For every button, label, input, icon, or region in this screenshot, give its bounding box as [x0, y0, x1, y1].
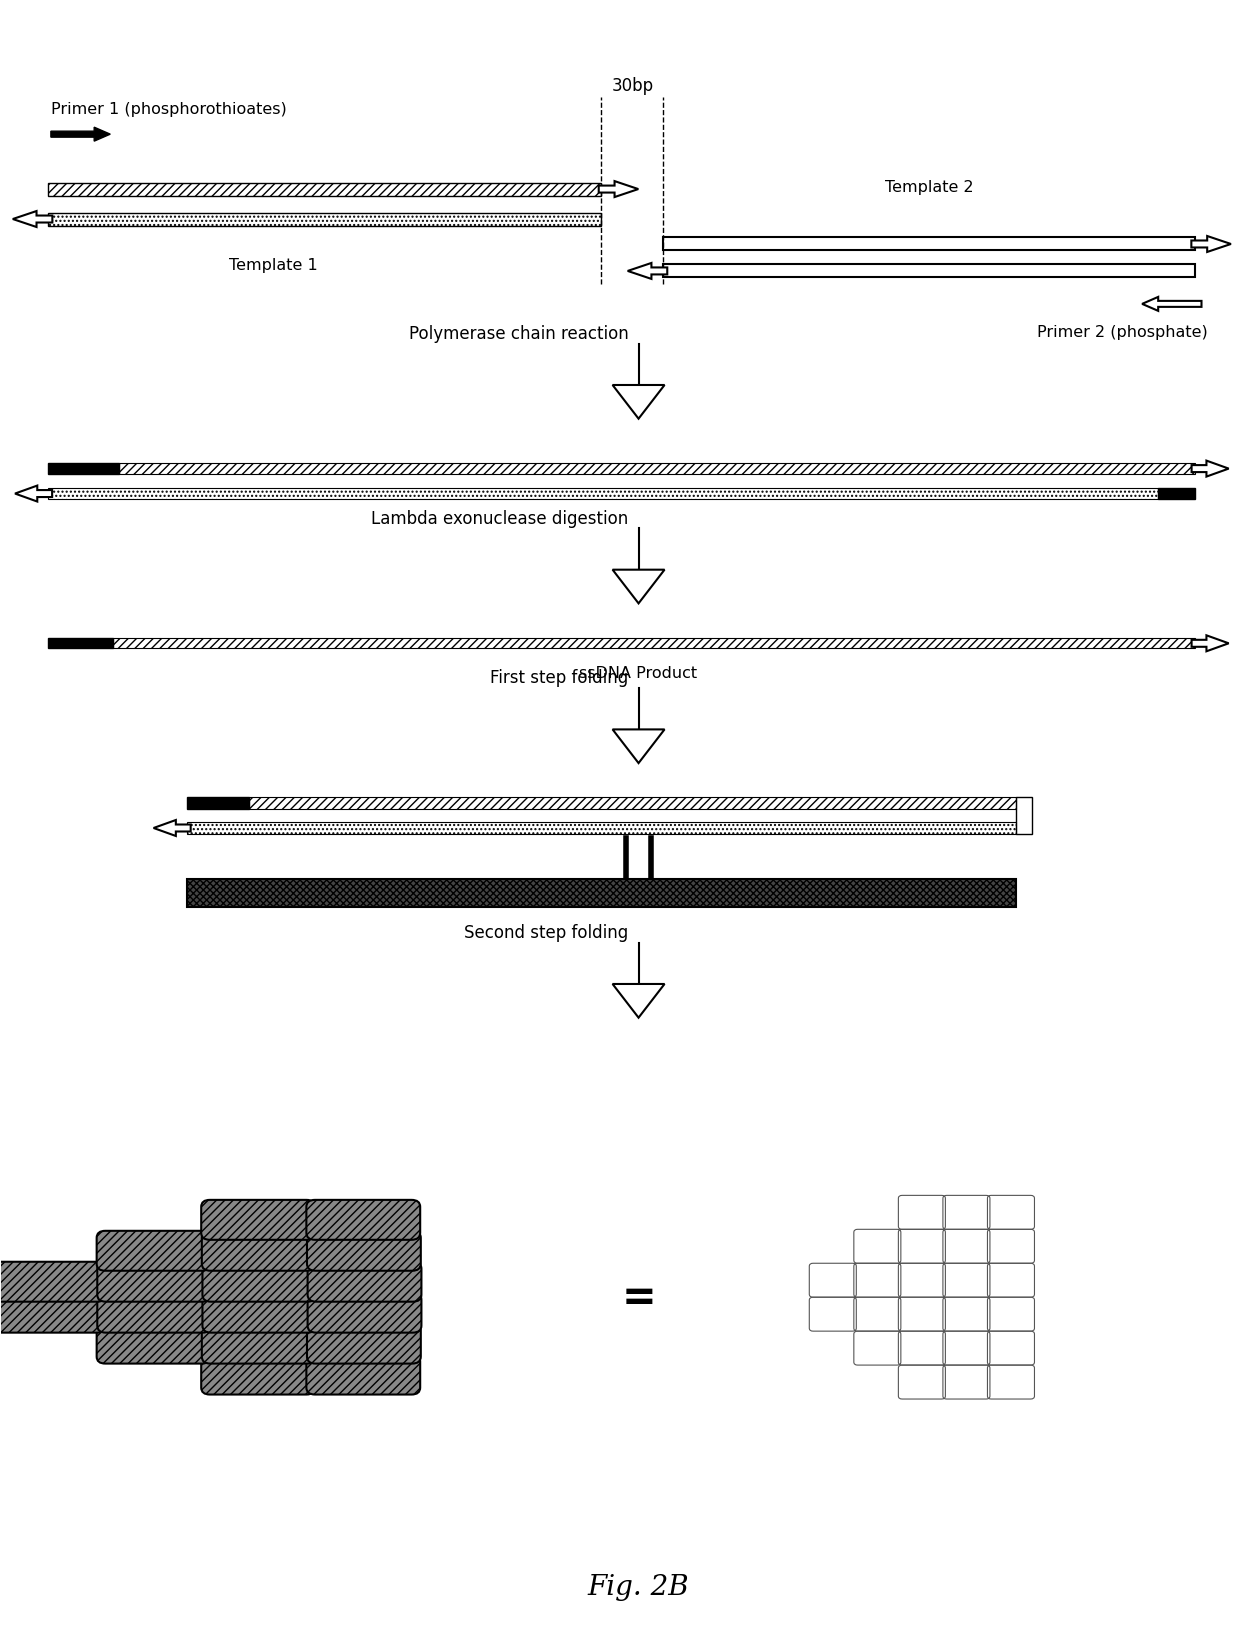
Bar [187, 822, 1016, 834]
FancyBboxPatch shape [202, 1262, 316, 1302]
Bar [187, 798, 249, 809]
FancyArrow shape [12, 213, 52, 227]
FancyBboxPatch shape [202, 1294, 316, 1333]
Bar [663, 239, 1195, 250]
FancyBboxPatch shape [97, 1262, 211, 1302]
FancyBboxPatch shape [202, 1231, 316, 1271]
FancyBboxPatch shape [202, 1323, 316, 1365]
Text: Fig. 2B: Fig. 2B [588, 1574, 689, 1600]
Text: Second step folding: Second step folding [465, 923, 629, 941]
Text: Template 2: Template 2 [885, 180, 973, 194]
FancyArrow shape [599, 181, 639, 198]
FancyBboxPatch shape [97, 1231, 211, 1271]
Bar [48, 488, 1158, 499]
FancyArrow shape [15, 486, 52, 503]
Text: Polymerase chain reaction: Polymerase chain reaction [409, 325, 629, 343]
FancyBboxPatch shape [306, 1200, 420, 1239]
FancyArrow shape [613, 386, 665, 420]
Bar [48, 639, 113, 649]
FancyArrow shape [51, 129, 110, 142]
FancyBboxPatch shape [308, 1262, 422, 1302]
Bar [48, 463, 119, 475]
FancyBboxPatch shape [306, 1355, 420, 1394]
Bar [663, 265, 1195, 279]
FancyArrow shape [1192, 461, 1229, 478]
Text: =: = [621, 1277, 656, 1318]
FancyArrow shape [154, 821, 191, 837]
FancyBboxPatch shape [0, 1262, 105, 1302]
FancyBboxPatch shape [201, 1355, 315, 1394]
Text: 30bp: 30bp [611, 77, 653, 96]
FancyArrow shape [613, 730, 665, 763]
FancyArrow shape [1192, 636, 1229, 653]
Text: ssDNA Product: ssDNA Product [579, 666, 698, 681]
FancyBboxPatch shape [97, 1323, 211, 1365]
Bar [119, 463, 1195, 475]
Text: Primer 1 (phosphorothioates): Primer 1 (phosphorothioates) [51, 102, 286, 117]
Bar [1016, 798, 1032, 834]
FancyArrow shape [1192, 237, 1231, 252]
Bar [48, 183, 601, 196]
FancyBboxPatch shape [308, 1294, 422, 1333]
Text: Primer 2 (phosphate): Primer 2 (phosphate) [1037, 325, 1208, 339]
FancyArrow shape [613, 984, 665, 1018]
Text: Lambda exonuclease digestion: Lambda exonuclease digestion [372, 509, 629, 527]
FancyBboxPatch shape [308, 1323, 420, 1365]
Bar [187, 880, 1016, 908]
Text: Template 1: Template 1 [229, 257, 317, 274]
Bar [48, 213, 601, 226]
Bar [1158, 488, 1195, 499]
Bar [249, 798, 1016, 809]
FancyArrow shape [627, 264, 667, 280]
FancyArrow shape [613, 570, 665, 605]
Bar [113, 639, 1195, 649]
FancyBboxPatch shape [201, 1200, 315, 1239]
FancyBboxPatch shape [97, 1294, 211, 1333]
Text: First step folding: First step folding [490, 669, 629, 687]
FancyBboxPatch shape [308, 1231, 420, 1271]
FancyBboxPatch shape [0, 1294, 105, 1333]
